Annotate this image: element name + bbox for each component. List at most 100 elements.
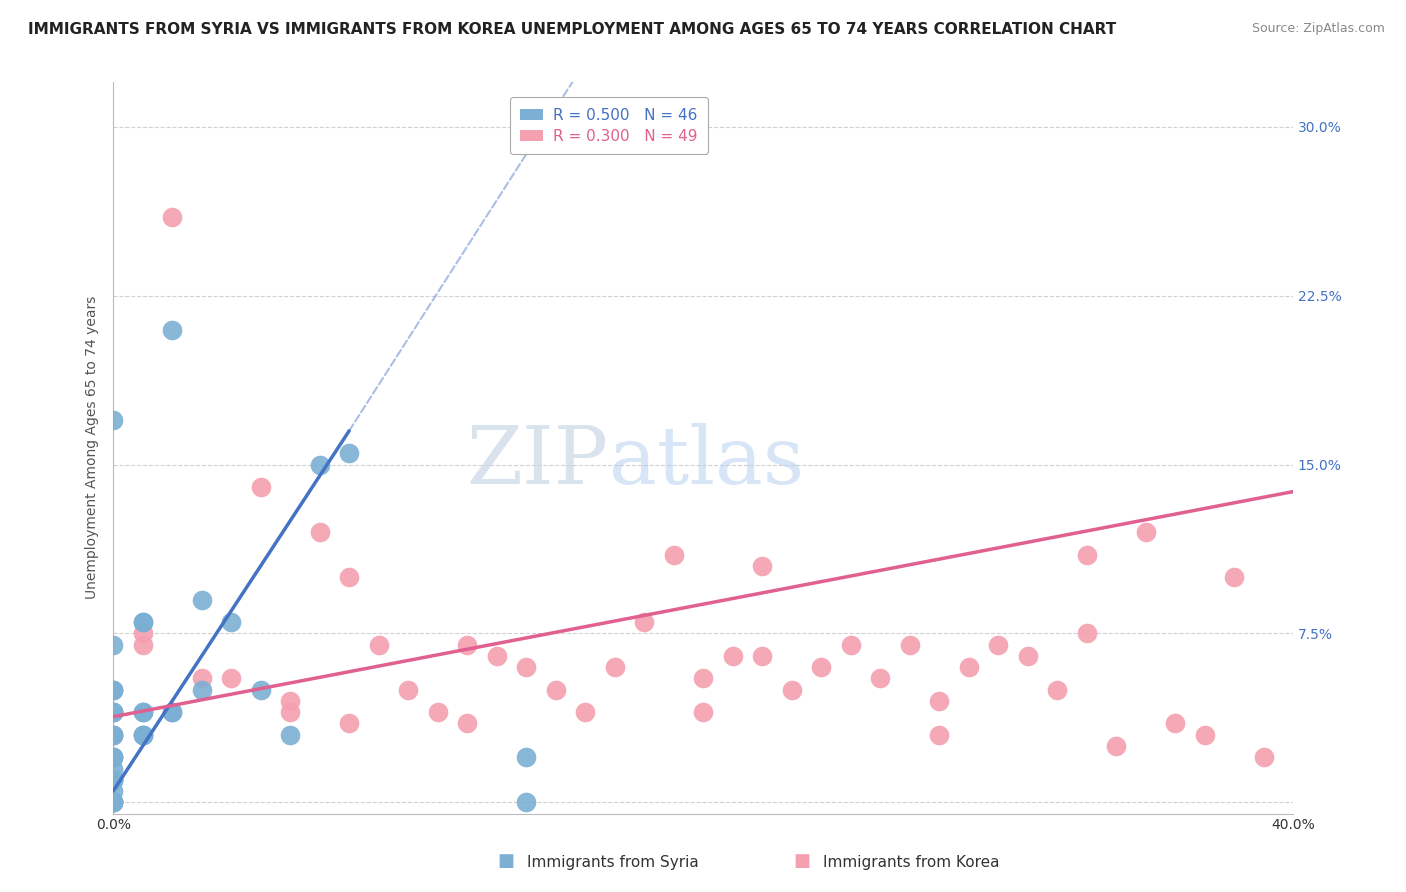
- Point: [249, 480, 271, 494]
- Point: [160, 705, 183, 719]
- Point: [957, 660, 980, 674]
- Point: [131, 615, 153, 630]
- Point: [103, 762, 125, 776]
- Point: [131, 728, 153, 742]
- Point: [603, 660, 626, 674]
- Text: ■: ■: [793, 852, 810, 870]
- Text: atlas: atlas: [609, 424, 804, 501]
- Point: [662, 548, 685, 562]
- Point: [103, 795, 125, 809]
- Point: [337, 716, 360, 731]
- Point: [190, 592, 212, 607]
- Point: [456, 638, 478, 652]
- Point: [131, 638, 153, 652]
- Point: [103, 728, 125, 742]
- Point: [515, 750, 537, 764]
- Point: [810, 660, 832, 674]
- Point: [1164, 716, 1187, 731]
- Point: [1135, 525, 1157, 540]
- Point: [278, 694, 301, 708]
- Point: [219, 672, 242, 686]
- Point: [898, 638, 921, 652]
- Point: [103, 795, 125, 809]
- Point: [131, 615, 153, 630]
- Text: Immigrants from Korea: Immigrants from Korea: [823, 855, 1000, 870]
- Point: [574, 705, 596, 719]
- Point: [426, 705, 449, 719]
- Point: [190, 682, 212, 697]
- Point: [721, 648, 744, 663]
- Point: [1223, 570, 1246, 584]
- Point: [103, 682, 125, 697]
- Point: [103, 705, 125, 719]
- Text: ■: ■: [498, 852, 515, 870]
- Point: [456, 716, 478, 731]
- Point: [308, 458, 330, 472]
- Point: [103, 772, 125, 787]
- Point: [103, 728, 125, 742]
- Point: [928, 694, 950, 708]
- Point: [1105, 739, 1128, 753]
- Point: [839, 638, 862, 652]
- Point: [396, 682, 419, 697]
- Point: [190, 672, 212, 686]
- Point: [103, 750, 125, 764]
- Point: [160, 210, 183, 224]
- Point: [103, 728, 125, 742]
- Point: [103, 772, 125, 787]
- Point: [515, 660, 537, 674]
- Point: [987, 638, 1010, 652]
- Point: [131, 728, 153, 742]
- Point: [103, 772, 125, 787]
- Point: [160, 322, 183, 336]
- Point: [278, 705, 301, 719]
- Point: [751, 558, 773, 573]
- Point: [103, 795, 125, 809]
- Point: [131, 705, 153, 719]
- Point: [103, 728, 125, 742]
- Text: Source: ZipAtlas.com: Source: ZipAtlas.com: [1251, 22, 1385, 36]
- Point: [485, 648, 508, 663]
- Text: Immigrants from Syria: Immigrants from Syria: [527, 855, 699, 870]
- Point: [103, 705, 125, 719]
- Point: [131, 626, 153, 640]
- Point: [1076, 548, 1098, 562]
- Point: [869, 672, 891, 686]
- Point: [308, 525, 330, 540]
- Point: [928, 728, 950, 742]
- Point: [103, 682, 125, 697]
- Point: [103, 638, 125, 652]
- Y-axis label: Unemployment Among Ages 65 to 74 years: Unemployment Among Ages 65 to 74 years: [86, 296, 100, 599]
- Point: [249, 682, 271, 697]
- Point: [103, 795, 125, 809]
- Point: [103, 795, 125, 809]
- Point: [515, 795, 537, 809]
- Point: [103, 784, 125, 798]
- Point: [751, 648, 773, 663]
- Point: [103, 705, 125, 719]
- Point: [103, 772, 125, 787]
- Point: [278, 728, 301, 742]
- Point: [544, 682, 567, 697]
- Point: [103, 750, 125, 764]
- Point: [692, 672, 714, 686]
- Point: [131, 728, 153, 742]
- Text: ZIP: ZIP: [467, 424, 609, 501]
- Point: [103, 705, 125, 719]
- Point: [103, 750, 125, 764]
- Point: [337, 570, 360, 584]
- Point: [160, 705, 183, 719]
- Point: [131, 705, 153, 719]
- Point: [103, 750, 125, 764]
- Point: [1017, 648, 1039, 663]
- Text: IMMIGRANTS FROM SYRIA VS IMMIGRANTS FROM KOREA UNEMPLOYMENT AMONG AGES 65 TO 74 : IMMIGRANTS FROM SYRIA VS IMMIGRANTS FROM…: [28, 22, 1116, 37]
- Point: [367, 638, 389, 652]
- Point: [633, 615, 655, 630]
- Point: [1253, 750, 1275, 764]
- Point: [103, 795, 125, 809]
- Point: [103, 682, 125, 697]
- Point: [1046, 682, 1069, 697]
- Point: [1076, 626, 1098, 640]
- Point: [337, 446, 360, 460]
- Point: [1194, 728, 1216, 742]
